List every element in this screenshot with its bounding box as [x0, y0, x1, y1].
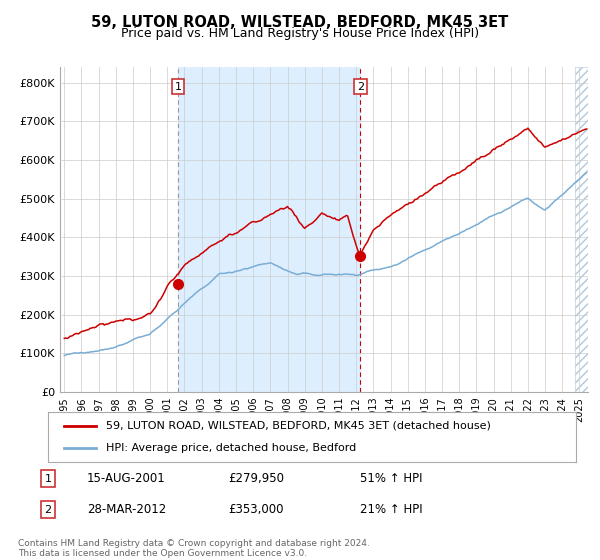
Text: 1: 1 — [44, 474, 52, 484]
Text: £353,000: £353,000 — [228, 503, 284, 516]
Text: 2: 2 — [357, 82, 364, 91]
Text: 59, LUTON ROAD, WILSTEAD, BEDFORD, MK45 3ET: 59, LUTON ROAD, WILSTEAD, BEDFORD, MK45 … — [91, 15, 509, 30]
Text: 28-MAR-2012: 28-MAR-2012 — [87, 503, 166, 516]
Text: 51% ↑ HPI: 51% ↑ HPI — [360, 472, 422, 486]
Bar — [575, 67, 588, 392]
Text: £279,950: £279,950 — [228, 472, 284, 486]
Text: 15-AUG-2001: 15-AUG-2001 — [87, 472, 166, 486]
Text: Contains HM Land Registry data © Crown copyright and database right 2024.
This d: Contains HM Land Registry data © Crown c… — [18, 539, 370, 558]
Bar — [178, 67, 361, 392]
Text: HPI: Average price, detached house, Bedford: HPI: Average price, detached house, Bedf… — [106, 443, 356, 453]
Text: 2: 2 — [44, 505, 52, 515]
Text: 1: 1 — [175, 82, 181, 91]
Text: Price paid vs. HM Land Registry's House Price Index (HPI): Price paid vs. HM Land Registry's House … — [121, 27, 479, 40]
Text: 59, LUTON ROAD, WILSTEAD, BEDFORD, MK45 3ET (detached house): 59, LUTON ROAD, WILSTEAD, BEDFORD, MK45 … — [106, 421, 491, 431]
Text: 21% ↑ HPI: 21% ↑ HPI — [360, 503, 422, 516]
